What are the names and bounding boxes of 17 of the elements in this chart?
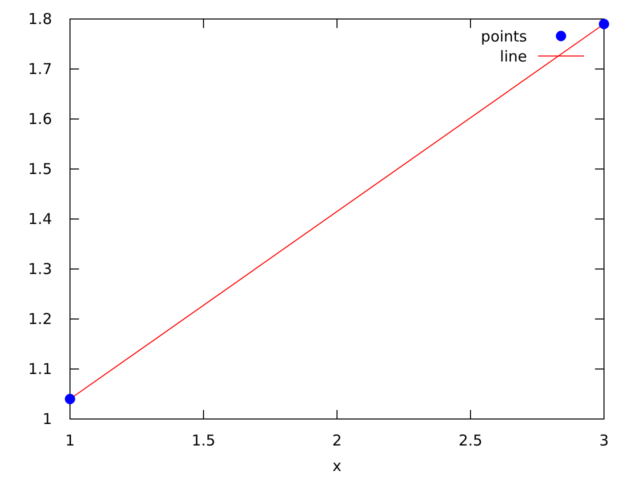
legend-label: line <box>500 47 527 66</box>
x-tick-label: 1 <box>65 432 75 450</box>
y-tick-label: 1.8 <box>28 10 52 28</box>
y-tick-label: 1.3 <box>28 260 52 278</box>
y-tick-label: 1.6 <box>28 110 52 128</box>
x-tick-label: 2 <box>332 432 342 450</box>
y-tick-label: 1.5 <box>28 160 52 178</box>
y-tick-label: 1 <box>42 410 52 428</box>
y-tick-label: 1.7 <box>28 60 52 78</box>
x-tick-label: 2.5 <box>458 432 482 450</box>
legend-label: points <box>480 27 528 46</box>
x-tick-label: 1.5 <box>192 432 216 450</box>
y-tick-label: 1.1 <box>28 360 52 378</box>
y-tick-label: 1.2 <box>28 310 52 328</box>
x-tick-label: 3 <box>599 432 609 450</box>
x-axis-title: x <box>332 457 342 475</box>
y-tick-label: 1.4 <box>28 210 52 228</box>
